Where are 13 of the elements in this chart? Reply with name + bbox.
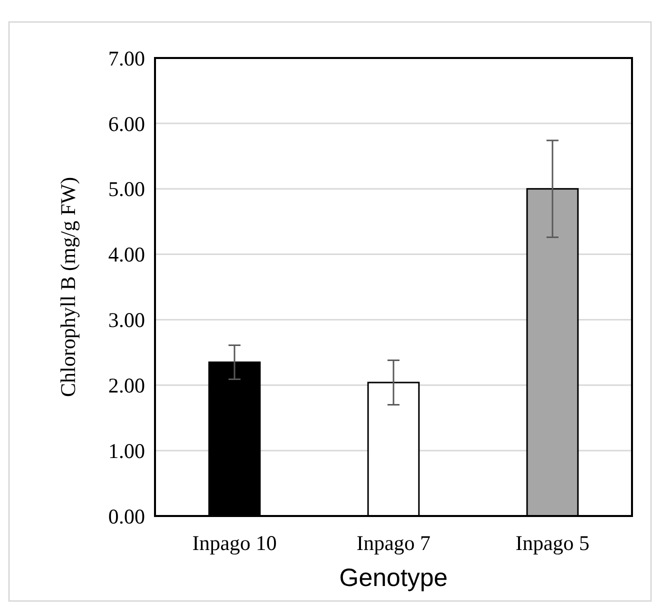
y-axis-title: Chlorophyll B (mg/g FW) <box>56 177 80 397</box>
x-axis-title: Genotype <box>339 564 448 592</box>
x-tick-label: Inpago 10 <box>192 531 277 555</box>
y-tick-label: 3.00 <box>108 308 145 332</box>
x-tick-label: Inpago 7 <box>356 531 431 555</box>
y-tick-label: 0.00 <box>108 504 145 528</box>
x-tick-label: Inpago 5 <box>515 531 590 555</box>
y-tick-label: 7.00 <box>108 46 145 70</box>
y-tick-label: 2.00 <box>108 373 145 398</box>
y-tick-label: 6.00 <box>108 112 145 136</box>
y-tick-label: 4.00 <box>108 242 145 267</box>
y-tick-label: 1.00 <box>108 438 145 463</box>
y-tick-label: 5.00 <box>108 177 145 202</box>
